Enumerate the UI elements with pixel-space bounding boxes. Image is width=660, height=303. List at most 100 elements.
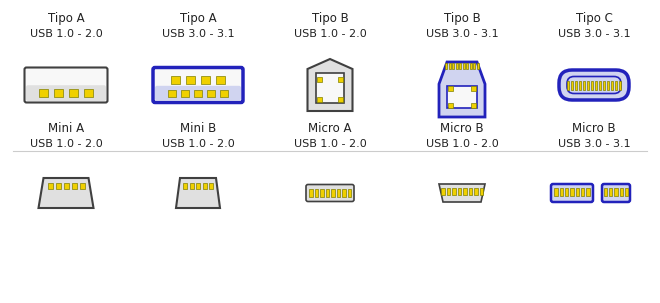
Bar (71, 183, 77, 189)
Text: USB 1.0 - 2.0: USB 1.0 - 2.0 (30, 29, 102, 39)
Bar (315, 189, 318, 197)
Bar (466, 63, 468, 69)
Bar (196, 183, 200, 189)
Polygon shape (308, 59, 352, 111)
Text: USB 3.0 - 3.1: USB 3.0 - 3.1 (558, 29, 630, 39)
Text: Mini B: Mini B (180, 122, 216, 135)
Bar (599, 81, 601, 89)
Text: Tipo A: Tipo A (180, 12, 216, 25)
Bar (54, 89, 63, 97)
Bar (194, 90, 202, 97)
Bar (471, 86, 476, 91)
Bar (209, 183, 213, 189)
Text: USB 1.0 - 2.0: USB 1.0 - 2.0 (426, 139, 498, 149)
Bar (203, 183, 207, 189)
FancyBboxPatch shape (306, 185, 354, 201)
Bar (614, 188, 618, 196)
Text: Tipo B: Tipo B (312, 12, 348, 25)
Bar (471, 103, 476, 108)
Bar (587, 81, 589, 89)
Bar (186, 76, 195, 84)
Bar (216, 76, 225, 84)
Text: Tipo B: Tipo B (444, 12, 480, 25)
Bar (570, 188, 574, 196)
Bar (69, 89, 78, 97)
Bar (181, 90, 189, 97)
Bar (554, 188, 558, 196)
Bar (441, 188, 444, 195)
Bar (620, 188, 623, 196)
Bar (473, 63, 475, 69)
Polygon shape (38, 178, 94, 208)
Bar (183, 183, 187, 189)
Bar (309, 189, 312, 197)
FancyBboxPatch shape (567, 76, 621, 94)
Bar (469, 188, 472, 195)
Polygon shape (439, 184, 485, 202)
Polygon shape (439, 62, 485, 117)
Bar (39, 89, 48, 97)
Bar (560, 188, 563, 196)
Bar (575, 81, 578, 89)
Text: Tipo C: Tipo C (576, 12, 612, 25)
Text: USB 3.0 - 3.1: USB 3.0 - 3.1 (162, 29, 234, 39)
Bar (317, 77, 322, 82)
FancyBboxPatch shape (559, 70, 629, 100)
Bar (579, 81, 581, 89)
Bar (595, 81, 597, 89)
Bar (171, 76, 180, 84)
FancyBboxPatch shape (155, 86, 241, 101)
Bar (456, 63, 458, 69)
FancyBboxPatch shape (153, 68, 243, 102)
Bar (607, 81, 609, 89)
Bar (567, 81, 569, 89)
Bar (207, 90, 215, 97)
Bar (448, 86, 453, 91)
Bar (338, 77, 343, 82)
Bar (604, 188, 607, 196)
Bar (591, 81, 593, 89)
Bar (474, 188, 477, 195)
Bar (168, 90, 176, 97)
Text: USB 3.0 - 3.1: USB 3.0 - 3.1 (426, 29, 498, 39)
Bar (63, 183, 69, 189)
Text: Micro B: Micro B (440, 122, 484, 135)
Text: Tipo A: Tipo A (48, 12, 84, 25)
Bar (201, 76, 210, 84)
Bar (79, 183, 84, 189)
Bar (625, 188, 628, 196)
Bar (457, 188, 461, 195)
Bar (477, 63, 478, 69)
Bar (452, 63, 454, 69)
Text: Micro B: Micro B (572, 122, 616, 135)
Bar (576, 188, 579, 196)
Bar (480, 188, 483, 195)
Bar (603, 81, 605, 89)
Bar (447, 188, 450, 195)
Bar (463, 63, 465, 69)
Bar (447, 86, 477, 108)
Bar (609, 188, 612, 196)
Bar (448, 103, 453, 108)
Bar (470, 63, 472, 69)
Bar (446, 63, 447, 69)
Bar (463, 188, 467, 195)
Bar (452, 188, 455, 195)
Bar (342, 189, 345, 197)
Bar (317, 97, 322, 102)
Bar (331, 189, 335, 197)
Bar (565, 188, 568, 196)
Text: USB 1.0 - 2.0: USB 1.0 - 2.0 (30, 139, 102, 149)
Bar (337, 189, 340, 197)
Bar (48, 183, 53, 189)
Bar (316, 73, 344, 103)
FancyBboxPatch shape (26, 85, 106, 101)
Bar (586, 188, 589, 196)
Bar (348, 189, 351, 197)
Bar (571, 81, 574, 89)
Bar (614, 81, 617, 89)
Bar (84, 89, 93, 97)
Bar (610, 81, 613, 89)
Bar (220, 90, 228, 97)
Bar (619, 81, 621, 89)
